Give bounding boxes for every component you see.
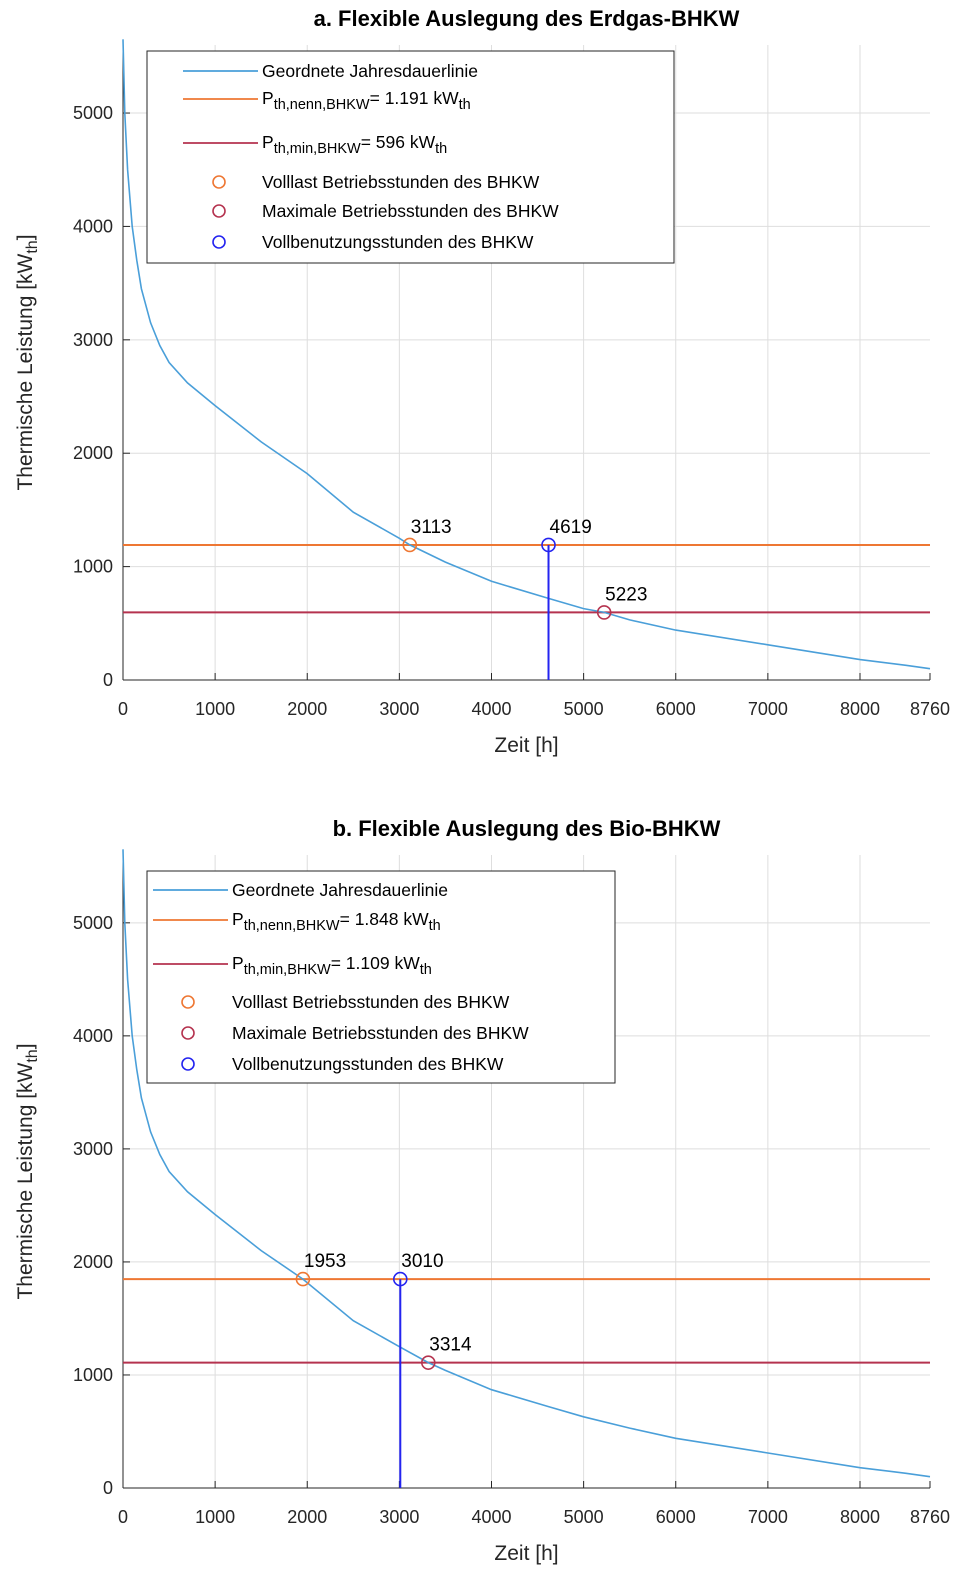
legend-marker-min xyxy=(181,1026,195,1040)
marker-nenn xyxy=(295,1271,311,1287)
marker-min xyxy=(596,605,612,620)
y-axis-label-close: ] xyxy=(14,1043,37,1049)
chart-title: a. Flexible Auslegung des Erdgas-BHKW xyxy=(314,6,740,31)
x-axis-label: Zeit [h] xyxy=(494,1542,558,1565)
legend-label-min-sub: th,min,BHKW xyxy=(274,141,361,157)
x-tick-label: 8000 xyxy=(840,1507,880,1527)
legend-label-point-nenn: Volllast Betriebsstunden des BHKW xyxy=(262,172,540,192)
y-axis-label: Thermische Leistung [kWth] xyxy=(14,234,41,490)
y-tick-label: 4000 xyxy=(73,216,113,236)
y-tick-label: 3000 xyxy=(73,330,113,350)
legend-label-nenn-sub: th,nenn,BHKW xyxy=(274,97,370,113)
legend-label-nenn-unit-sub: th xyxy=(429,918,441,934)
point-label-min: 5223 xyxy=(605,584,647,605)
x-tick-label: 8760 xyxy=(910,1507,950,1527)
y-tick-label: 3000 xyxy=(73,1139,113,1159)
legend-label-point-nenn: Volllast Betriebsstunden des BHKW xyxy=(232,992,510,1012)
y-tick-label: 0 xyxy=(103,670,113,690)
chart-panel-1: a. Flexible Auslegung des Erdgas-BHKW 0 10… xyxy=(14,6,950,757)
x-tick-label: 0 xyxy=(118,1507,128,1527)
x-tick-label: 3000 xyxy=(379,699,419,719)
y-axis-label: Thermische Leistung [kWth] xyxy=(14,1043,41,1299)
legend-label-min: Pth,min,BHKW= 596 kWth xyxy=(262,132,447,157)
legend-label-min-unit-sub: th xyxy=(435,141,447,157)
marker-min xyxy=(420,1355,436,1370)
legend-label-point-vbh: Vollbenutzungsstunden des BHKW xyxy=(262,232,534,252)
legend-label-nenn-sub: th,nenn,BHKW xyxy=(244,918,340,934)
duration-curve xyxy=(122,849,931,1478)
legend: Geordnete JahresdauerliniePth,nenn,BHKW=… xyxy=(146,50,675,264)
x-tick-label: 6000 xyxy=(656,699,696,719)
y-axis-label-sub: th xyxy=(24,1049,41,1062)
legend-label-min: Pth,min,BHKW= 1.109 kWth xyxy=(232,953,432,978)
x-tick-label: 7000 xyxy=(748,699,788,719)
x-tick-label: 7000 xyxy=(748,1507,788,1527)
x-tick-label: 3000 xyxy=(379,1507,419,1527)
x-tick-label: 2000 xyxy=(287,699,327,719)
legend-marker-vbh xyxy=(212,235,226,249)
x-tick-label: 2000 xyxy=(287,1507,327,1527)
chart-panel-2: b. Flexible Auslegung des Bio-BHKW 0 1000 2… xyxy=(14,816,950,1565)
point-label-min: 3314 xyxy=(429,1335,472,1356)
chart-title: b. Flexible Auslegung des Bio-BHKW xyxy=(333,816,721,841)
x-axis-label: Zeit [h] xyxy=(494,734,558,757)
legend-label-nenn-post: = 1.848 kW xyxy=(340,909,429,929)
point-label-nenn: 3113 xyxy=(411,517,452,538)
marker-vbh xyxy=(392,1271,408,1287)
legend-label-point-min: Maximale Betriebsstunden des BHKW xyxy=(262,201,559,221)
legend-label-nenn-post: = 1.191 kW xyxy=(370,88,459,108)
x-tick-label: 5000 xyxy=(564,1507,604,1527)
legend-label-min-sub: th,min,BHKW xyxy=(244,962,331,978)
x-tick-label: 4000 xyxy=(471,1507,511,1527)
legend-label-min-post: = 596 kW xyxy=(361,132,436,152)
legend-marker-vbh xyxy=(181,1057,195,1071)
legend-label-point-vbh: Vollbenutzungsstunden des BHKW xyxy=(232,1054,504,1074)
y-tick-label: 4000 xyxy=(73,1026,113,1046)
y-axis-label-close: ] xyxy=(14,234,37,240)
legend-label-nenn-pre: P xyxy=(232,909,244,929)
marker-nenn xyxy=(402,537,418,553)
legend-label-curve: Geordnete Jahresdauerlinie xyxy=(232,880,448,900)
legend-marker-nenn xyxy=(181,995,195,1009)
x-tick-label: 4000 xyxy=(471,699,511,719)
y-tick-label: 0 xyxy=(103,1478,113,1498)
marker-vbh xyxy=(541,537,556,553)
y-tick-label: 1000 xyxy=(73,1365,113,1385)
legend-label-nenn-pre: P xyxy=(262,88,274,108)
legend-box xyxy=(146,870,616,1084)
legend-marker-nenn xyxy=(212,175,226,189)
y-tick-label: 2000 xyxy=(73,1252,113,1272)
legend-label-min-unit-sub: th xyxy=(420,962,432,978)
x-tick-label: 8000 xyxy=(840,699,880,719)
legend-label-nenn-unit-sub: th xyxy=(459,97,471,113)
legend-label-curve: Geordnete Jahresdauerlinie xyxy=(262,61,478,81)
x-tick-label: 5000 xyxy=(564,699,604,719)
y-axis-label-sub: th xyxy=(24,240,41,253)
legend-label-min-post: = 1.109 kW xyxy=(331,953,420,973)
legend-label-min-pre: P xyxy=(262,132,274,152)
x-tick-label: 8760 xyxy=(910,699,950,719)
duration-curve xyxy=(122,39,931,670)
x-tick-label: 1000 xyxy=(195,1507,235,1527)
x-tick-label: 0 xyxy=(118,699,128,719)
legend-box xyxy=(146,50,675,264)
point-label-vbh: 4619 xyxy=(550,517,592,538)
y-tick-label: 5000 xyxy=(73,103,113,123)
legend-label-point-min: Maximale Betriebsstunden des BHKW xyxy=(232,1023,529,1043)
legend-label-min-pre: P xyxy=(232,953,244,973)
point-label-vbh: 3010 xyxy=(401,1251,443,1272)
point-label-nenn: 1953 xyxy=(304,1251,346,1272)
legend: Geordnete Jahresdauerlinie Pth,nenn,BHKW… xyxy=(146,870,616,1084)
x-tick-label: 6000 xyxy=(656,1507,696,1527)
legend-label-nenn: Pth,nenn,BHKW= 1.848 kWth xyxy=(232,909,441,934)
y-axis-label-main: Thermische Leistung [kW xyxy=(14,253,37,490)
legend-marker-min xyxy=(212,204,226,218)
y-tick-label: 1000 xyxy=(73,557,113,577)
y-axis-label-main: Thermische Leistung [kW xyxy=(14,1062,37,1299)
x-tick-label: 1000 xyxy=(195,699,235,719)
legend-label-nenn: Pth,nenn,BHKW= 1.191 kWth xyxy=(262,88,471,113)
y-tick-label: 2000 xyxy=(73,443,113,463)
y-tick-label: 5000 xyxy=(73,913,113,933)
